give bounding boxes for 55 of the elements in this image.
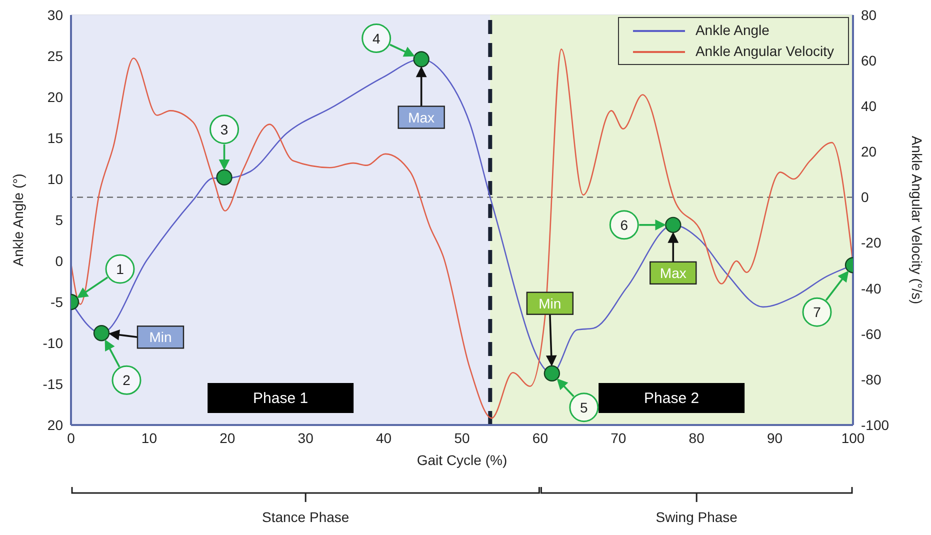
y2-tick-label: -20 xyxy=(861,234,882,251)
band-label: Phase 1 xyxy=(253,390,308,407)
annotation: 7 xyxy=(813,304,822,320)
x-tick-label: 50 xyxy=(454,430,470,446)
x-tick-label: 0 xyxy=(67,430,76,446)
y-tick-label: -5 xyxy=(50,294,64,310)
text: Stance Phase xyxy=(262,509,350,525)
legend-label: Ankle Angle xyxy=(695,21,770,40)
x-tick-label: 10 xyxy=(141,430,158,446)
x-tick-label: 30 xyxy=(298,430,314,446)
annotation: 1 xyxy=(116,261,124,277)
y-tick-label: 20 xyxy=(47,88,64,105)
annotation: Max xyxy=(408,109,435,126)
point xyxy=(93,325,110,342)
point xyxy=(665,216,682,234)
y-tick-label: -10 xyxy=(42,334,64,351)
y-tick-label: 15 xyxy=(47,130,64,146)
annotation: Min xyxy=(149,329,172,346)
text: Swing Phase xyxy=(656,509,738,525)
x-tick-label: 40 xyxy=(376,430,392,446)
x-axis-title: Gait Cycle (%) xyxy=(416,452,508,468)
band-label: Phase 2 xyxy=(644,390,700,407)
point xyxy=(544,365,560,382)
y-tick-label: 30 xyxy=(47,6,64,23)
x-tick-label: 20 xyxy=(220,430,236,446)
annotation: 4 xyxy=(372,30,380,46)
x-tick-label: 90 xyxy=(767,430,783,446)
y2-tick-label: 80 xyxy=(861,6,877,23)
y2-tick-label: 60 xyxy=(861,52,877,69)
annotation: 3 xyxy=(220,121,228,138)
x-tick-label: 80 xyxy=(688,430,705,446)
annotation: Max xyxy=(660,264,686,281)
y2-tick-label: 0 xyxy=(861,189,869,206)
legend-label: Ankle Angular Velocity xyxy=(695,42,834,61)
y-axis-title: Ankle Angle (°) xyxy=(10,174,26,266)
x-tick-label: 60 xyxy=(532,430,548,446)
y2-tick-label: 40 xyxy=(861,98,877,114)
y2-tick-label: -40 xyxy=(861,280,882,296)
y-tick-label: 20 xyxy=(47,416,64,433)
y2-axis-title: Ankle Angular Velocity (°/s) xyxy=(909,136,926,304)
point xyxy=(216,169,232,186)
x-tick-label: 70 xyxy=(610,430,626,446)
annotation: 6 xyxy=(620,216,628,233)
annotation: 2 xyxy=(122,372,131,388)
y2-tick-label: -60 xyxy=(861,326,882,342)
y2-tick-label: 20 xyxy=(861,144,877,160)
y-tick-label: 25 xyxy=(47,48,64,64)
annotation: 5 xyxy=(580,399,588,416)
y2-tick-label: -80 xyxy=(861,371,882,388)
y-tick-label: 5 xyxy=(55,212,64,228)
y-tick-label: 0 xyxy=(55,252,64,269)
y-tick-label: 10 xyxy=(47,170,64,187)
annotation: Min xyxy=(538,295,562,312)
y-tick-label: -15 xyxy=(42,376,64,392)
point xyxy=(413,51,430,68)
